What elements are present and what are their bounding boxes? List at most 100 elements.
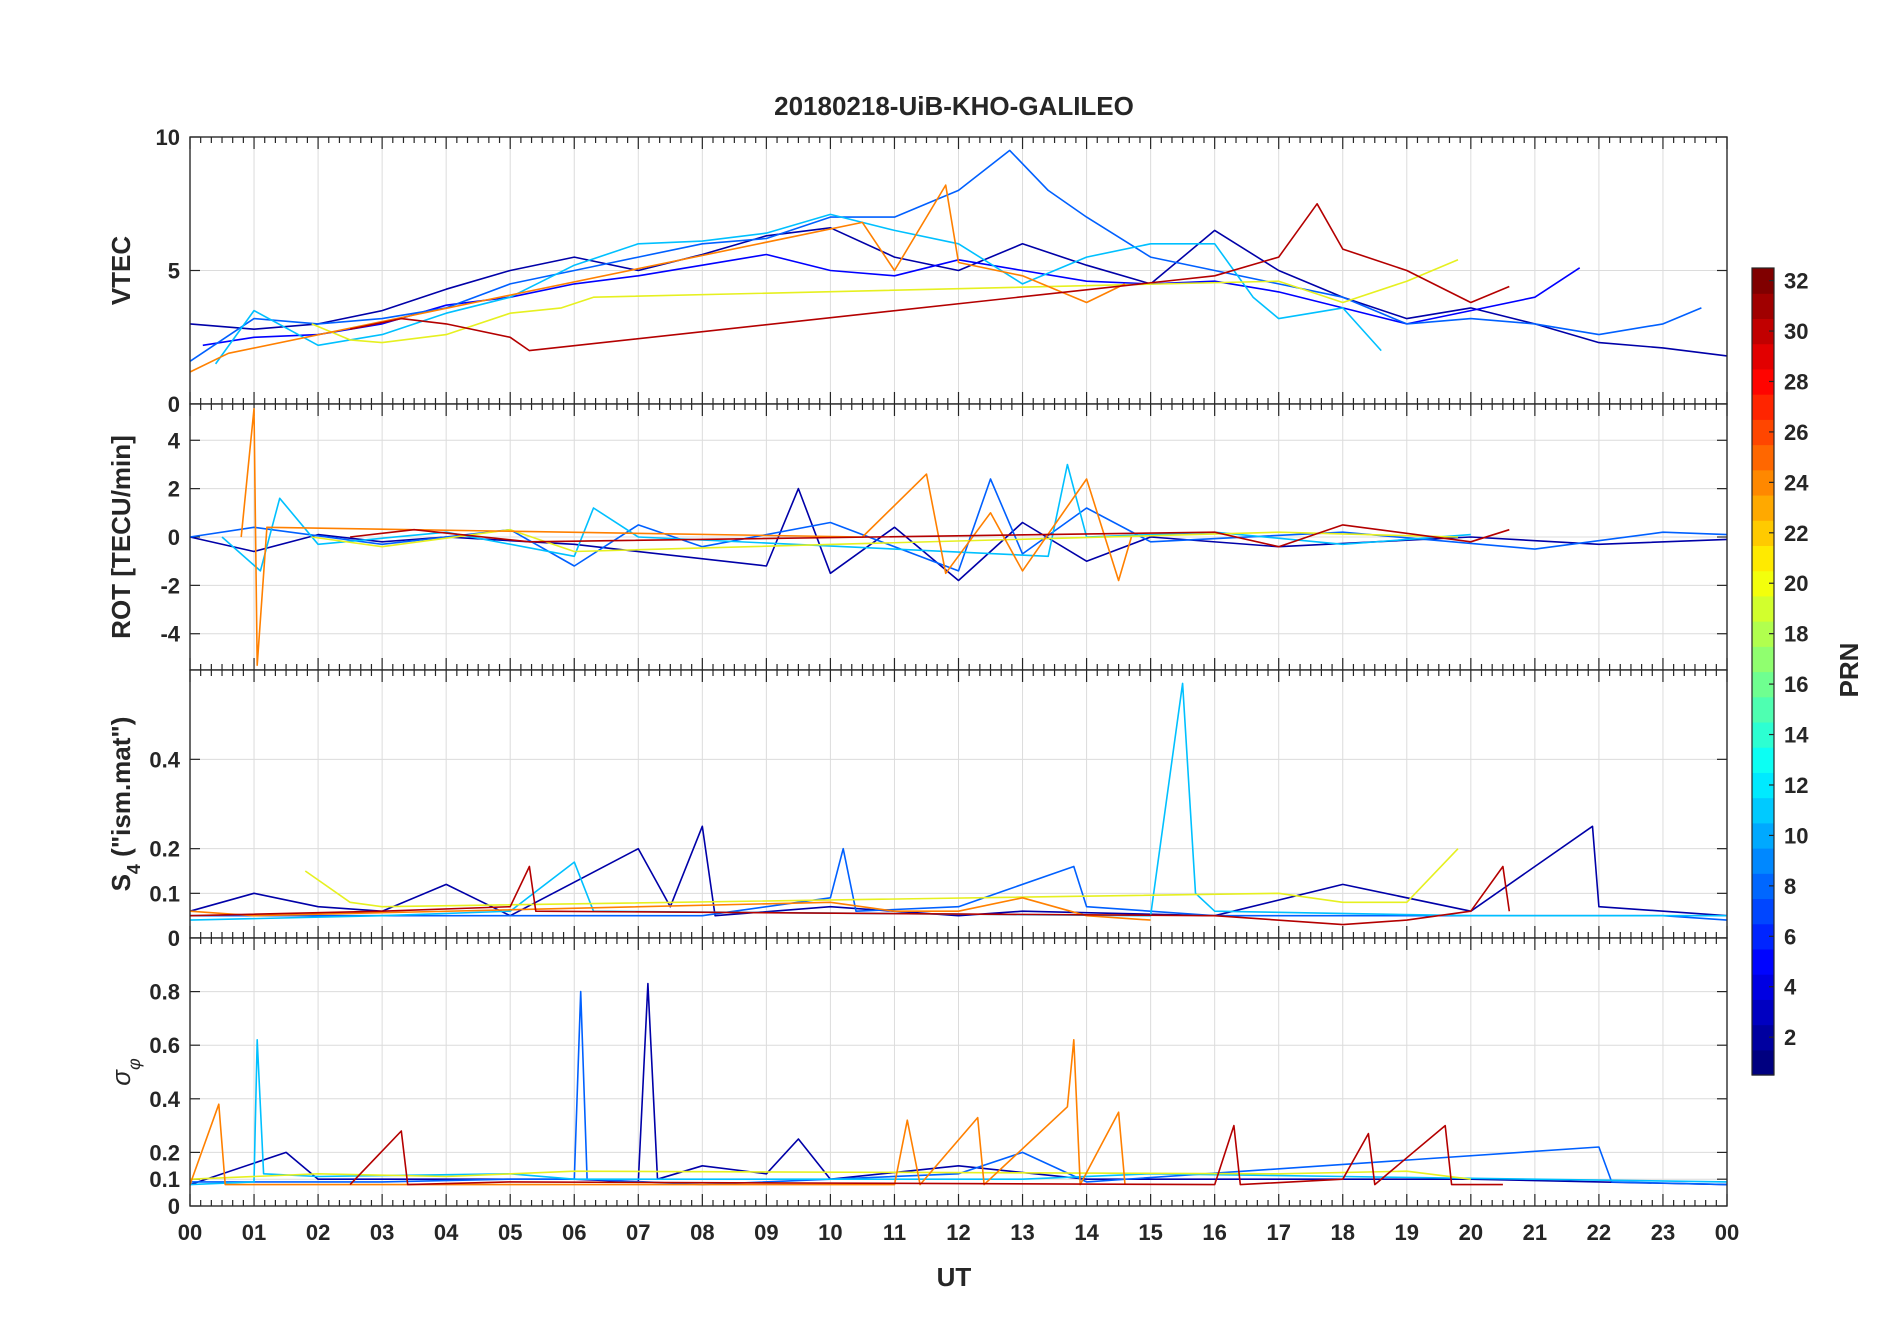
x-tick-label: 09 (754, 1220, 778, 1245)
colorbar-segment (1752, 1024, 1774, 1051)
x-tick-label: 03 (370, 1220, 394, 1245)
y-tick-label: 0 (168, 1194, 180, 1219)
x-axis-label: UT (937, 1262, 972, 1292)
colorbar-segment (1752, 469, 1774, 496)
colorbar-tick-label: 10 (1784, 823, 1808, 848)
x-tick-label: 02 (306, 1220, 330, 1245)
x-tick-label: 00 (178, 1220, 202, 1245)
x-tick-label: 23 (1651, 1220, 1675, 1245)
series-prn-2 (189, 227, 1728, 357)
x-tick-label: 18 (1331, 1220, 1355, 1245)
x-tick-label: 13 (1010, 1220, 1034, 1245)
y-tick-label: 0.2 (149, 837, 180, 862)
colorbar-tick-label: 22 (1784, 521, 1808, 546)
colorbar-segment (1752, 419, 1774, 446)
series-prn-20 (311, 259, 1459, 344)
colorbar-segment (1752, 570, 1774, 597)
colorbar-tick-label: 28 (1784, 369, 1808, 394)
y-tick-label: 0.4 (149, 1087, 180, 1112)
colorbar-segment (1752, 721, 1774, 748)
x-tick-label: 00 (1715, 1220, 1739, 1245)
y-tick-label: 0 (168, 392, 180, 417)
colorbar-segment (1752, 974, 1774, 1000)
series-prn-30 (350, 524, 1510, 548)
y-tick-label: 5 (168, 259, 180, 284)
colorbar-segment (1752, 520, 1774, 547)
colorbar-segment (1752, 394, 1774, 420)
y-tick-label: 0.2 (149, 1140, 180, 1165)
series-prn-2 (189, 487, 1728, 582)
x-tick-label: 04 (434, 1220, 459, 1245)
y-tick-label: 0.6 (149, 1033, 180, 1058)
x-tick-label: 06 (562, 1220, 586, 1245)
colorbar-segment (1752, 848, 1774, 874)
x-tick-label: 11 (883, 1220, 906, 1245)
colorbar-tick-label: 18 (1784, 622, 1808, 647)
series-prn-24 (189, 897, 1151, 921)
series-prn-8 (189, 149, 1702, 362)
x-tick-label: 16 (1202, 1220, 1226, 1245)
y-tick-label: 0.4 (149, 747, 180, 772)
colorbar-tick-label: 16 (1784, 672, 1808, 697)
colorbar-tick-label: 8 (1784, 874, 1796, 899)
y-tick-label: -2 (160, 573, 180, 598)
panel-border (189, 937, 1728, 1207)
x-tick-label: 05 (498, 1220, 522, 1245)
x-tick-label: 19 (1395, 1220, 1419, 1245)
x-tick-label: 07 (626, 1220, 650, 1245)
y-axis-label-rot: ROT [TECU/min] (106, 435, 136, 639)
x-tick-label: 14 (1074, 1220, 1099, 1245)
colorbar-tick-label: 24 (1784, 470, 1809, 495)
colorbar-segment (1752, 696, 1774, 723)
colorbar-segment (1752, 293, 1774, 320)
series-prn-2 (189, 982, 1728, 1186)
y-axis-label-sigma_phi: σφ (106, 1058, 144, 1086)
colorbar-segment (1752, 268, 1774, 294)
series-prn-20 (189, 1170, 1471, 1180)
y-tick-label: -4 (160, 622, 180, 647)
y-tick-label: 4 (168, 428, 181, 453)
y-tick-label: 0 (168, 525, 180, 550)
colorbar-tick-label: 6 (1784, 924, 1796, 949)
colorbar-segment (1752, 621, 1774, 647)
panel-sigma_phi: 00.10.2 0.4 0.6 0.8 σφ (106, 937, 1728, 1219)
colorbar-tick-label: 4 (1784, 975, 1797, 1000)
colorbar-tick-label: 2 (1784, 1025, 1796, 1050)
series-prn-30 (349, 1124, 1503, 1186)
y-tick-label: 0.8 (149, 980, 180, 1005)
colorbar-segment (1752, 545, 1774, 572)
colorbar-tick-label: 12 (1784, 773, 1808, 798)
colorbar-segment (1752, 873, 1774, 900)
colorbar-segment (1752, 747, 1774, 773)
colorbar-segment (1752, 898, 1774, 925)
series-prn-24 (240, 408, 1133, 666)
colorbar-segment (1752, 797, 1774, 824)
x-tick-label: 15 (1138, 1220, 1162, 1245)
colorbar-segment (1752, 948, 1774, 975)
y-tick-label: 0.1 (149, 881, 180, 906)
y-axis-label-vtec: VTEC (106, 236, 136, 306)
colorbar-tick-label: 32 (1784, 269, 1808, 294)
y-tick-label: 10 (156, 125, 180, 150)
colorbar-segment (1752, 343, 1774, 370)
colorbar-segment (1752, 772, 1774, 799)
series-prn-24 (189, 184, 1126, 373)
colorbar-tick-label: 20 (1784, 571, 1808, 596)
y-tick-label: 0 (168, 926, 180, 951)
y-axis-label-sub: φ (124, 1058, 144, 1070)
colorbar-tick-label: 30 (1784, 319, 1808, 344)
y-axis-label-s4: S4 ("ism.mat") (106, 717, 144, 892)
y-tick-label: 0.1 (149, 1167, 180, 1192)
x-tick-label: 01 (242, 1220, 266, 1245)
colorbar-segment (1752, 494, 1774, 521)
series-prn-20 (304, 848, 1459, 908)
colorbar-tick-label: 26 (1784, 420, 1808, 445)
series-prn-11 (214, 213, 1382, 365)
chart-title: 20180218-UiB-KHO-GALILEO (774, 91, 1134, 121)
panel-rot: -4 -2 0 2 4 ROT [TECU/min] (106, 403, 1728, 671)
y-axis-label-main: S (106, 874, 136, 891)
colorbar-segment (1752, 822, 1774, 849)
panel-vtec: 0 5 10 VTEC (106, 125, 1728, 417)
